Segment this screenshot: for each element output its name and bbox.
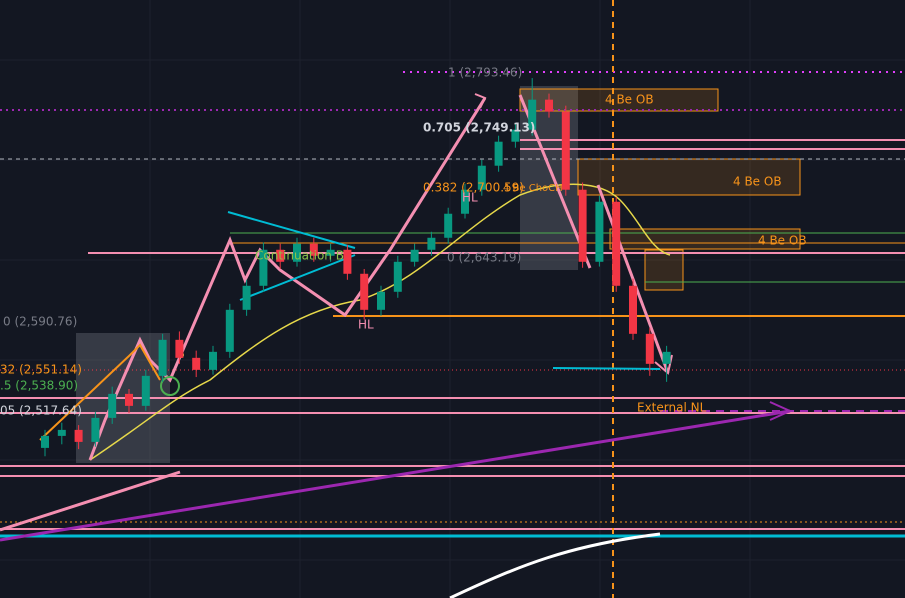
candle-body [511,129,520,142]
candle-body [444,213,453,238]
candle-body [326,249,335,256]
fib-label: 1 (2,793.46) [448,66,522,80]
candle-body [158,339,167,376]
ob-label: 4 Be OB [733,175,782,189]
ob-label: 4 Be OB [605,93,654,107]
candle-body [545,99,553,112]
candle-body [561,111,570,190]
candle-body [259,249,268,286]
candle-body [528,99,537,130]
candle-body [209,351,217,370]
candle-body [360,273,369,310]
candle-body [494,141,503,166]
nl-label: External NL [637,401,707,415]
labels: 1 (2,793.46) 4 Be OB 0.705 (2,749.13) 0.… [0,66,807,418]
candle-body [595,201,604,262]
candle-body [192,357,201,370]
candle-body [662,351,671,364]
candle-body [309,243,318,256]
candle-body [57,429,66,436]
candle-body [377,291,385,310]
candle-body [276,249,285,262]
fib-label: 32 (2,551.14) [0,363,82,377]
candle-body [91,417,100,442]
candle-body [427,237,436,250]
fib-label: 0 (2,590.76) [3,315,77,329]
candle-body [477,165,486,190]
candle-body [393,261,402,292]
hl-label: HL [462,191,478,205]
candle-body [125,393,133,406]
candle-body [74,429,83,442]
candle-body [242,285,251,310]
hl-label: HL [358,318,374,332]
candle-body [343,249,352,274]
fib-label: 0.382 (2,700.59) [423,181,524,195]
fib-label: .5 (2,538.90) [0,379,78,393]
candle-body [41,435,49,448]
fib-label: 0.705 (2,749.13) [423,121,535,135]
candle-body [225,309,234,352]
choch-label: 4 Be ChoCH [503,183,563,194]
candle-body [293,243,301,262]
pattern-label: Continuation B [255,249,344,263]
candle-body [141,375,150,406]
candles [41,78,671,457]
candle-body [108,393,117,418]
candle-body [175,339,184,358]
candle-body [645,333,654,364]
ob-label: 4 Be OB [758,234,807,248]
candle-body [629,285,637,334]
fib-label: 05 (2,517.64) [0,404,82,418]
candle-body [612,201,621,286]
candle-body [461,189,469,214]
candle-body [578,189,587,262]
fib-label: 0 (2,643.19) [447,251,521,265]
candle-body [410,249,419,262]
